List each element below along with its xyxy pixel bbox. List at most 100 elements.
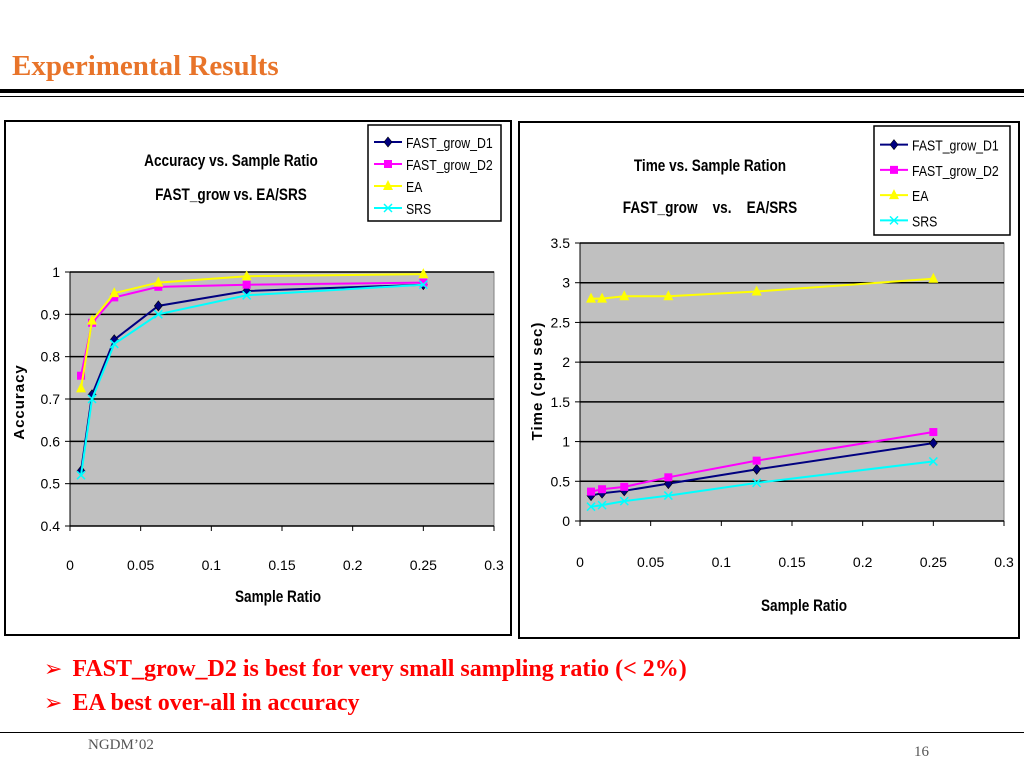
x-tick-label: 0.05 bbox=[637, 554, 664, 570]
legend: FAST_grow_D1 FAST_grow_D2 EA SRS bbox=[367, 124, 502, 222]
data-point-stroke bbox=[928, 456, 938, 466]
arrow-bullet-icon: ➢ bbox=[44, 690, 63, 716]
data-point bbox=[418, 280, 428, 290]
x-tick-label: 0.05 bbox=[127, 557, 154, 573]
data-point-stroke bbox=[153, 309, 163, 319]
x-axis-label: Sample Ratio bbox=[761, 597, 847, 616]
data-point bbox=[154, 282, 163, 291]
data-point bbox=[928, 272, 939, 283]
data-point-stroke bbox=[418, 280, 428, 290]
x-axis-label: Sample Ratio bbox=[235, 588, 321, 607]
data-point bbox=[153, 309, 163, 319]
data-point bbox=[87, 394, 97, 404]
data-point bbox=[153, 276, 164, 287]
x-tick-label: 0 bbox=[576, 554, 584, 570]
series-line bbox=[590, 460, 934, 508]
y-tick-label: 3 bbox=[562, 275, 570, 291]
data-point bbox=[242, 290, 252, 300]
data-point bbox=[76, 470, 86, 480]
bullet-item: ➢ FAST_grow_D2 is best for very small sa… bbox=[44, 652, 687, 686]
data-point-stroke bbox=[76, 470, 86, 480]
footer-divider bbox=[0, 732, 1024, 733]
data-point bbox=[928, 437, 938, 449]
data-point bbox=[418, 268, 429, 279]
data-point bbox=[619, 290, 630, 301]
y-tick-label: 3.5 bbox=[551, 235, 571, 251]
y-tick-label: 0.5 bbox=[551, 473, 571, 489]
chart-title-line: Accuracy vs. Sample Ratio bbox=[144, 152, 318, 171]
x-tick-label: 0.1 bbox=[202, 557, 222, 573]
data-point bbox=[76, 382, 87, 393]
title-divider bbox=[0, 89, 1024, 93]
y-tick-label: 0.7 bbox=[41, 391, 61, 407]
data-point bbox=[619, 496, 629, 506]
footer-label: NGDM’02 bbox=[88, 737, 154, 753]
chart-title-line: FAST_grow vs. EA/SRS bbox=[155, 186, 307, 205]
series-ea bbox=[586, 272, 939, 303]
title-divider-thin bbox=[0, 96, 1024, 97]
data-point bbox=[153, 300, 163, 312]
data-point bbox=[87, 314, 98, 325]
legend-item: FAST_grow_D2 bbox=[374, 157, 493, 173]
legend-marker bbox=[383, 180, 393, 190]
legend-label: SRS bbox=[912, 213, 937, 229]
data-point-stroke bbox=[752, 478, 762, 488]
legend-marker bbox=[889, 139, 899, 151]
y-tick-label: 0.8 bbox=[41, 349, 61, 365]
bullet-text: FAST_grow_D2 is best for very small samp… bbox=[72, 655, 687, 682]
data-point bbox=[752, 463, 762, 475]
data-point bbox=[752, 478, 762, 488]
y-axis-label: Accuracy bbox=[11, 364, 28, 440]
legend-marker bbox=[384, 160, 392, 168]
x-tick-label: 0.25 bbox=[410, 557, 437, 573]
data-point bbox=[663, 491, 673, 501]
time-chart: 0 0.5 1 1.5 2 2.5 3 3.5 0 0.05 0.1 0.15 0.2 0.25 0.3 Ti… bbox=[518, 121, 1020, 639]
data-point bbox=[586, 502, 596, 512]
x-tick-label: 0.2 bbox=[853, 554, 873, 570]
y-tick-label: 0 bbox=[562, 513, 570, 529]
legend-label: EA bbox=[406, 179, 423, 195]
series-fast-grow-d2 bbox=[587, 428, 938, 496]
legend-label: SRS bbox=[406, 201, 431, 217]
data-point-stroke bbox=[109, 339, 119, 349]
chart-title-line: FAST_grow vs. EA/SRS bbox=[623, 199, 797, 218]
legend-marker bbox=[889, 189, 899, 200]
bullet-item: ➢ EA best over-all in accuracy bbox=[44, 686, 687, 720]
y-tick-label: 1 bbox=[52, 264, 60, 280]
legend-item: SRS bbox=[374, 201, 431, 217]
data-point bbox=[77, 371, 86, 380]
y-tick-label: 2.5 bbox=[551, 314, 571, 330]
data-point bbox=[597, 500, 607, 510]
data-point bbox=[929, 428, 938, 437]
data-point bbox=[928, 456, 938, 466]
y-tick-label: 0.6 bbox=[41, 433, 61, 449]
time-chart-svg: 0 0.5 1 1.5 2 2.5 3 3.5 0 0.05 0.1 0.15 0.2 0.25 0.3 Ti… bbox=[529, 125, 1014, 616]
data-point bbox=[109, 339, 119, 349]
chart-title-line: Time vs. Sample Ration bbox=[634, 157, 786, 176]
legend-item: EA bbox=[374, 179, 423, 195]
data-point bbox=[110, 293, 119, 302]
data-point bbox=[752, 456, 761, 465]
slide-title: Experimental Results bbox=[12, 50, 279, 82]
x-tick-label: 0.3 bbox=[994, 554, 1014, 570]
data-point bbox=[620, 482, 629, 491]
data-point-stroke bbox=[242, 290, 252, 300]
x-tick-label: 0.15 bbox=[778, 554, 805, 570]
data-point-stroke bbox=[619, 496, 629, 506]
legend-label: FAST_grow_D1 bbox=[406, 135, 493, 151]
legend-label: FAST_grow_D2 bbox=[912, 163, 999, 179]
x-tick-label: 0.25 bbox=[920, 554, 947, 570]
legend-item: FAST_grow_D1 bbox=[374, 135, 493, 151]
data-point bbox=[419, 278, 428, 287]
arrow-bullet-icon: ➢ bbox=[44, 656, 63, 682]
data-point bbox=[587, 487, 596, 496]
y-axis-label: Time (cpu sec) bbox=[529, 322, 546, 441]
y-tick-label: 1 bbox=[562, 434, 570, 450]
data-point-stroke bbox=[586, 502, 596, 512]
y-tick-label: 2 bbox=[562, 354, 570, 370]
legend-item: FAST_grow_D2 bbox=[880, 163, 999, 179]
series-line bbox=[80, 283, 424, 476]
legend-item: EA bbox=[880, 188, 929, 204]
legend-marker bbox=[383, 136, 393, 148]
legend-item: SRS bbox=[880, 213, 937, 230]
